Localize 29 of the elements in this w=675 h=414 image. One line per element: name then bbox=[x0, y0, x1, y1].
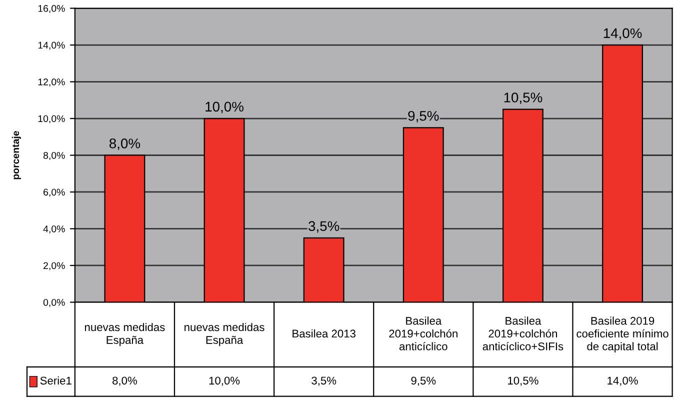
y-tick-label: 14,0% bbox=[38, 42, 65, 50]
y-axis-title: porcentaje bbox=[12, 130, 21, 180]
x-tick-label: Basilea 2019 coeficiente mínimo de capital total bbox=[576, 316, 668, 353]
data-label: 8,0% bbox=[112, 376, 137, 386]
x-tick-label: Basilea 2019+colchón anticíclico+SIFIs bbox=[482, 316, 564, 350]
data-label: 9,5% bbox=[411, 376, 436, 386]
y-tick-label: 16,0% bbox=[38, 5, 65, 14]
x-tick-label: Basilea 2013 bbox=[292, 329, 356, 338]
data-label: 10,0% bbox=[209, 376, 240, 386]
data-label: 10,5% bbox=[508, 376, 538, 386]
text: 9,5% bbox=[408, 110, 439, 122]
x-tick-label: nuevas medidas España bbox=[84, 322, 165, 346]
y-tick-label: 2,0% bbox=[44, 262, 65, 270]
y-tick-label: 8,0% bbox=[43, 152, 65, 160]
y-tick-label: 10,0% bbox=[38, 115, 65, 124]
y-tick-label: 4,0% bbox=[43, 225, 65, 234]
y-tick-label: 12,0% bbox=[38, 78, 65, 87]
x-tick-label: Basilea 2019+colchón anticíclico bbox=[389, 316, 458, 350]
data-label: 14,0% bbox=[608, 376, 638, 386]
text: 3,5% bbox=[308, 221, 340, 233]
text: 10,5% bbox=[504, 92, 542, 104]
x-tick-label: nuevas medidas España bbox=[184, 322, 264, 346]
y-tick-label: 0,0% bbox=[43, 298, 65, 307]
y-tick-label: 6,0% bbox=[44, 188, 65, 197]
text: 10,0% bbox=[206, 102, 244, 114]
data-label: 3,5% bbox=[312, 376, 336, 386]
text: 14,0% bbox=[604, 28, 642, 40]
text: 8,0% bbox=[109, 138, 140, 150]
legend-label: Serie1 bbox=[40, 376, 72, 385]
